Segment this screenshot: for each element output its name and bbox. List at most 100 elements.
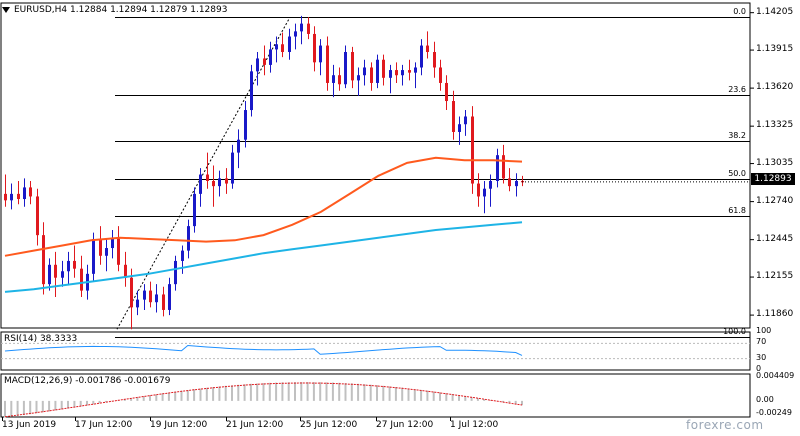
candle-body (23, 187, 26, 200)
candle (483, 180, 486, 214)
candle (414, 62, 417, 89)
candle-body (136, 299, 139, 308)
candle (206, 152, 209, 189)
candle-body (370, 67, 373, 83)
time-label: 25 Jun 12:00 (300, 420, 358, 430)
macd-signal-line (4, 382, 523, 418)
candle-body (445, 82, 448, 102)
candle (521, 175, 524, 187)
candle-body (489, 180, 492, 189)
candle-body (149, 290, 152, 303)
candle-body (111, 237, 114, 249)
price-label: 1.13915 (756, 44, 794, 55)
fib-label: 0.0 (733, 6, 746, 16)
rsi-tick: 30 (756, 352, 767, 362)
candle-body (231, 152, 234, 184)
candle (117, 226, 120, 272)
candle-body (105, 248, 108, 256)
candle-body (351, 52, 354, 81)
candle-body (225, 178, 228, 184)
candle (439, 59, 442, 91)
candle (319, 39, 322, 76)
candle (471, 106, 474, 194)
candle-body (174, 260, 177, 285)
candle-body (61, 271, 64, 278)
candle (105, 239, 108, 272)
candle-body (414, 67, 417, 73)
candle (174, 255, 177, 291)
rsi-line (4, 344, 523, 356)
candle-body (168, 284, 171, 310)
candle-body (4, 193, 7, 201)
candle-body (338, 75, 341, 85)
price-label: 1.13325 (756, 120, 794, 131)
price-label: 1.12740 (756, 195, 794, 206)
candle (256, 52, 259, 86)
candle (199, 168, 202, 207)
candle (4, 174, 7, 207)
candle (426, 31, 429, 59)
candle (508, 168, 511, 192)
candle (111, 229, 114, 259)
rsi-tick: 70 (756, 337, 767, 347)
candle-body (162, 294, 165, 310)
candle (80, 255, 83, 298)
candle (452, 90, 455, 140)
collapse-arrow-icon[interactable] (2, 7, 10, 13)
candle (143, 284, 146, 310)
ohlc-values: 1.12884 1.12894 1.12879 1.12893 (70, 5, 228, 15)
ma-slow-line (4, 221, 523, 293)
price-label: 1.12155 (756, 271, 794, 282)
candle-body (376, 59, 379, 83)
candle (61, 260, 64, 287)
candle (250, 64, 253, 117)
candle (23, 178, 26, 207)
candle-body (67, 260, 70, 272)
candle (130, 268, 133, 330)
candle-body (269, 49, 272, 65)
candle-body (382, 59, 385, 78)
candle (496, 148, 499, 188)
macd-tick: 0.004409 (756, 371, 795, 381)
time-label: 19 Jun 12:00 (150, 420, 208, 430)
candle-body (124, 264, 127, 278)
candle-body (389, 70, 392, 78)
candle (275, 36, 278, 63)
candle-body (426, 45, 429, 53)
moving-averages (4, 156, 523, 293)
candle (445, 75, 448, 111)
candle (288, 28, 291, 60)
candle (181, 245, 184, 274)
rsi-panel-border (0, 331, 751, 371)
candle (281, 32, 284, 58)
candle-body (206, 174, 209, 181)
candle (54, 251, 57, 298)
candle (73, 245, 76, 278)
candle (502, 144, 505, 184)
chart-header: EURUSD,H4 1.12884 1.12894 1.12879 1.1289… (14, 5, 227, 15)
candle (225, 168, 228, 194)
ma-fast-line (4, 156, 523, 257)
candle-body (401, 70, 404, 76)
macd-panel (4, 382, 523, 418)
candle-body (199, 174, 202, 194)
candle-body (483, 188, 486, 197)
candle-body (187, 226, 190, 251)
main-panel-border (0, 2, 751, 329)
chart-frame (0, 2, 754, 421)
candle-body (471, 116, 474, 184)
candle (344, 45, 347, 89)
candle-body (212, 180, 215, 187)
rsi-panel (1, 342, 750, 360)
current-price-badge: 1.12893 (751, 173, 795, 185)
candle (218, 170, 221, 197)
fib-label: 38.2 (728, 130, 746, 140)
candle (155, 284, 158, 313)
candle (99, 226, 102, 265)
candle-body (181, 250, 184, 261)
candle-body (332, 75, 335, 83)
candle-body (143, 290, 146, 300)
price-label: 1.13620 (756, 82, 794, 93)
candle-body (36, 196, 39, 236)
candle-body (218, 178, 221, 187)
